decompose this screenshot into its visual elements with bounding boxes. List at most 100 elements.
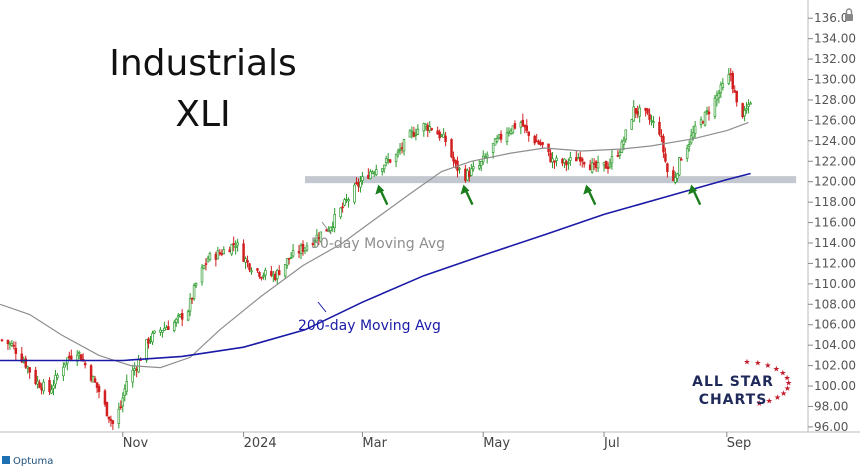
candle-down bbox=[634, 108, 637, 118]
y-tick-label: 116.00 bbox=[814, 216, 856, 230]
candle-up bbox=[359, 175, 362, 193]
candle-up bbox=[555, 155, 558, 167]
y-tick-label: 126.00 bbox=[814, 113, 856, 127]
candle-down bbox=[204, 258, 208, 271]
candle-up bbox=[305, 242, 309, 252]
ma50-label-pointer bbox=[321, 221, 332, 235]
candle-up bbox=[749, 101, 752, 105]
candle-down bbox=[666, 162, 669, 178]
candle-up bbox=[674, 171, 677, 185]
candle-down bbox=[341, 202, 344, 213]
x-tick-label: Nov bbox=[123, 436, 149, 451]
candle-down bbox=[256, 267, 259, 273]
candle-down bbox=[430, 127, 433, 131]
candle-down bbox=[24, 355, 27, 369]
candle-up bbox=[394, 153, 398, 168]
candle-up bbox=[77, 350, 81, 360]
candle-down bbox=[248, 262, 251, 273]
candle-up bbox=[339, 207, 342, 220]
y-tick-label: 100.00 bbox=[814, 379, 856, 393]
candle-down bbox=[450, 138, 453, 159]
candle-up bbox=[173, 319, 176, 333]
candle-up bbox=[632, 100, 635, 123]
candle-up bbox=[551, 152, 554, 169]
support-arrow bbox=[583, 184, 597, 206]
candle-up bbox=[202, 265, 206, 270]
candle-down bbox=[707, 106, 711, 121]
candle-up bbox=[123, 384, 127, 402]
candle-down bbox=[575, 150, 578, 162]
candle-down bbox=[103, 389, 107, 407]
candle-up bbox=[398, 143, 402, 155]
x-tick-label: Sep bbox=[727, 436, 752, 451]
logo-star: ★ bbox=[766, 397, 773, 406]
candle-up bbox=[608, 158, 612, 169]
all-star-charts-logo: ★ ★ ★ ★ ★★★★★★★★ ALL STAR CHARTS bbox=[692, 357, 792, 408]
candle-down bbox=[232, 236, 235, 252]
candle-down bbox=[735, 90, 738, 107]
candle-down bbox=[388, 159, 392, 164]
ma200-label-pointer bbox=[317, 301, 327, 313]
candle-down bbox=[513, 120, 517, 130]
candle-up bbox=[687, 140, 691, 152]
logo-star: ★ bbox=[743, 357, 750, 366]
ma200-label: 200-day Moving Avg bbox=[298, 318, 441, 334]
candle-up bbox=[470, 163, 473, 177]
candle-up bbox=[717, 89, 721, 104]
candle-up bbox=[491, 143, 495, 159]
candle-down bbox=[533, 134, 536, 146]
candle-up bbox=[62, 362, 65, 382]
candle-up bbox=[264, 267, 267, 281]
candle-up bbox=[408, 128, 412, 138]
candle-up bbox=[208, 251, 212, 262]
candle-up bbox=[262, 272, 265, 280]
candle-up bbox=[361, 171, 364, 185]
candle-down bbox=[680, 157, 683, 161]
candle-down bbox=[95, 382, 99, 393]
moving-average-layer bbox=[0, 121, 751, 369]
chart-subtitle: XLI bbox=[175, 94, 230, 135]
support-arrow bbox=[688, 184, 702, 206]
candle-down bbox=[12, 341, 16, 350]
candle-down bbox=[28, 367, 31, 379]
logo-star-arc: ★ ★ ★ ★ ★★★★★★★★ bbox=[743, 357, 792, 408]
candle-up bbox=[620, 139, 624, 154]
candle-down bbox=[549, 148, 552, 163]
logo-star: ★ bbox=[780, 389, 787, 398]
candle-down bbox=[246, 255, 249, 268]
candle-up bbox=[343, 197, 346, 207]
logo-star: ★ bbox=[785, 379, 792, 388]
candle-up bbox=[380, 168, 384, 176]
lock-icon[interactable] bbox=[845, 8, 853, 21]
candle-up bbox=[713, 94, 717, 120]
candle-down bbox=[553, 160, 556, 169]
candle-up bbox=[206, 255, 210, 263]
candle-down bbox=[14, 341, 18, 361]
candle-up bbox=[64, 362, 67, 368]
x-tick-label: 2024 bbox=[244, 436, 277, 451]
candle-up bbox=[705, 106, 709, 115]
candle-down bbox=[444, 131, 447, 147]
candle-down bbox=[606, 161, 610, 174]
candle-down bbox=[537, 139, 540, 145]
candle-up bbox=[472, 160, 475, 172]
candle-down bbox=[525, 119, 529, 134]
candle-up bbox=[721, 78, 725, 91]
candle-up bbox=[727, 68, 731, 86]
candle-up bbox=[511, 125, 515, 135]
candle-up bbox=[369, 169, 372, 180]
optuma-logo-icon bbox=[2, 456, 10, 464]
candle-up bbox=[117, 402, 121, 429]
candle-up bbox=[319, 231, 323, 243]
candle-down bbox=[0, 338, 4, 342]
candle-down bbox=[452, 151, 455, 167]
candle-down bbox=[270, 265, 273, 278]
candle-down bbox=[527, 131, 531, 142]
support-band bbox=[304, 176, 797, 184]
candle-down bbox=[664, 147, 667, 163]
candle-up bbox=[42, 378, 45, 395]
candle-up bbox=[175, 317, 178, 327]
candle-up bbox=[375, 164, 378, 177]
candle-down bbox=[119, 400, 123, 410]
